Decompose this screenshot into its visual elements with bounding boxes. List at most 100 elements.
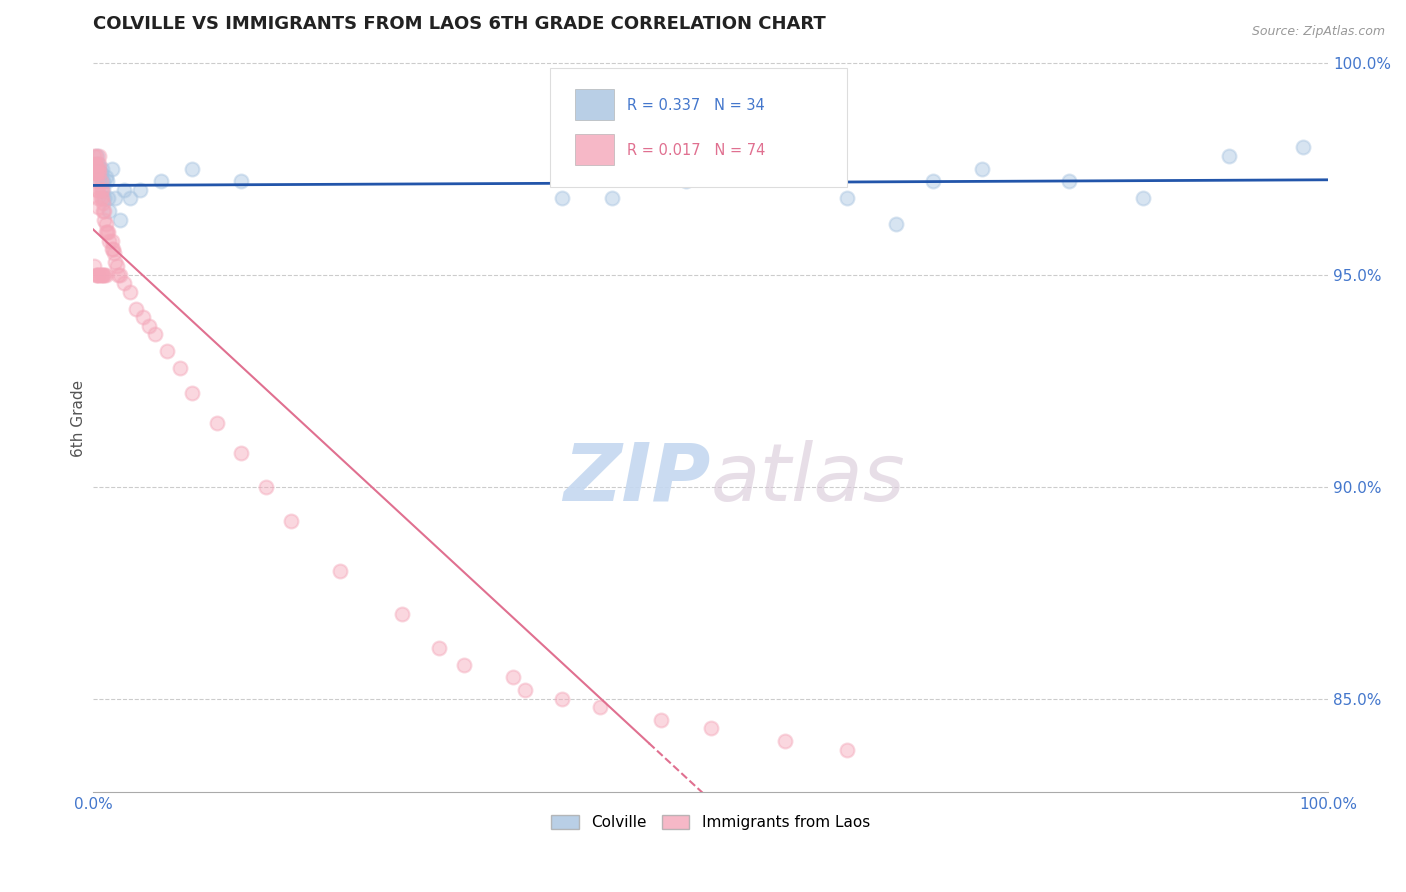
Point [98,234,121,248]
Point [181,161,204,176]
Point [91,204,114,219]
Point [105,259,128,273]
Point [90,161,112,176]
Point [90,268,112,282]
Point [600,191,623,205]
Point [86,268,108,282]
Point [90,166,112,180]
Point [89,174,111,188]
Point [90,174,112,188]
Point [96,225,118,239]
Point [86,149,108,163]
Text: ZIP: ZIP [564,440,710,517]
Point [112,276,135,290]
Point [93,268,115,282]
Point [89,157,111,171]
Point [101,242,124,256]
Point [254,480,277,494]
Point [89,166,111,180]
Legend: Colville, Immigrants from Laos: Colville, Immigrants from Laos [546,809,876,837]
Point [90,183,112,197]
Point [1218,149,1240,163]
Point [84,149,107,163]
Point [94,268,117,282]
Point [97,191,120,205]
Point [100,242,122,256]
Point [120,285,142,299]
Point [84,268,107,282]
Point [91,174,114,188]
Point [835,742,858,756]
Point [100,234,122,248]
Point [773,734,796,748]
Point [551,191,574,205]
Point [280,514,302,528]
Point [104,191,127,205]
Point [588,700,610,714]
Text: COLVILLE VS IMMIGRANTS FROM LAOS 6TH GRADE CORRELATION CHART: COLVILLE VS IMMIGRANTS FROM LAOS 6TH GRA… [93,15,825,33]
Point [150,174,173,188]
Point [699,722,721,736]
Point [93,212,115,227]
Point [103,246,125,260]
Point [231,174,253,188]
Point [131,310,153,324]
Point [89,149,111,163]
Point [83,259,105,273]
Point [112,183,135,197]
Point [86,161,108,176]
Point [90,191,112,205]
Point [90,191,112,205]
FancyBboxPatch shape [550,68,846,187]
Point [86,166,108,180]
Point [231,446,253,460]
Text: atlas: atlas [710,440,905,517]
Point [87,268,110,282]
Point [97,225,120,239]
Point [83,166,105,180]
Point [86,183,108,197]
Point [138,318,160,333]
Point [143,326,166,341]
Point [169,360,191,375]
Point [329,565,352,579]
FancyBboxPatch shape [575,89,614,120]
Point [91,195,114,210]
Point [1292,140,1315,154]
Point [110,212,132,227]
Point [84,157,107,171]
Point [87,157,110,171]
Point [90,174,112,188]
Point [94,170,117,185]
Point [884,217,907,231]
Point [89,161,111,176]
Point [90,183,112,197]
Point [89,161,111,176]
Point [83,157,105,171]
Point [551,691,574,706]
Point [972,161,994,176]
Point [515,683,537,698]
Point [87,183,110,197]
Point [100,161,122,176]
Point [98,204,121,219]
Point [1057,174,1080,188]
Point [94,225,117,239]
Point [91,183,114,197]
Point [391,607,413,621]
Point [129,183,152,197]
Point [104,255,127,269]
Point [83,149,105,163]
Point [93,191,115,205]
Point [89,268,111,282]
Point [110,268,132,282]
Text: Source: ZipAtlas.com: Source: ZipAtlas.com [1251,25,1385,38]
Text: R = 0.337   N = 34: R = 0.337 N = 34 [627,98,765,113]
Text: R = 0.017   N = 74: R = 0.017 N = 74 [627,143,765,158]
Point [675,174,697,188]
Point [84,166,107,180]
Point [91,268,114,282]
Point [87,191,110,205]
Point [453,657,475,672]
Point [93,204,115,219]
